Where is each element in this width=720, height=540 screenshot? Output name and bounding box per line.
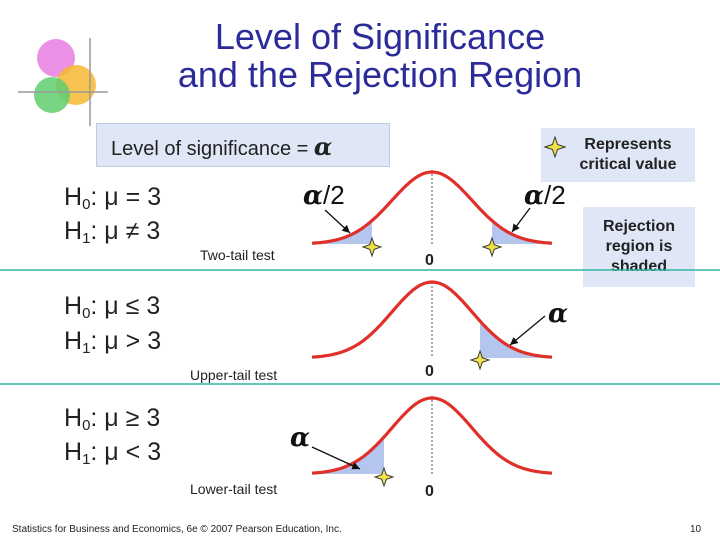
title-line-1: Level of Significance: [214, 16, 546, 57]
critical-value-star-icon: [544, 136, 566, 158]
upper-tail-alternative-hypothesis: H1: μ > 3: [64, 327, 162, 357]
upper-tail-zero-label: 0: [425, 363, 434, 380]
lower-tail-rejection-region: [312, 437, 384, 474]
lower-tail-null-hypothesis: H0: μ ≥ 3: [64, 404, 161, 434]
footer-citation: Statistics for Business and Economics, 6…: [12, 524, 342, 535]
upper-tail-alpha-arrow: [509, 315, 546, 346]
upper-tail-alpha-label: α: [548, 299, 569, 329]
upper-tail-normal-curve: [311, 280, 553, 359]
upper-tail-test-label: Upper-tail test: [190, 367, 278, 383]
two-tail-test-label: Two-tail test: [200, 247, 275, 263]
significance-box: Level of significance = α: [96, 123, 390, 167]
lower-tail-test-label: Lower-tail test: [190, 481, 278, 497]
significance-label: Level of significance =: [111, 138, 314, 160]
lower-tail-alternative-hypothesis: H1: μ < 3: [64, 438, 162, 468]
two-tail-left-alpha-label: α/2: [303, 180, 345, 211]
diagram-shapes: [0, 170, 720, 488]
two-tail-right-alpha-label: α/2: [524, 180, 566, 211]
two-tail-left-rejection-region: [312, 220, 372, 244]
upper-tail-critical-star: [469, 349, 491, 371]
two-tail-right-critical-star: [481, 236, 503, 258]
upper-tail-rejection-region: [480, 321, 552, 358]
critical-value-legend-text: Represents critical value: [579, 136, 677, 173]
two-tail-normal-curve: [311, 170, 553, 245]
page-number: 10: [690, 524, 702, 535]
page-title: Level of Significance and the Rejection …: [130, 18, 630, 94]
logo-circles-icon: [18, 38, 108, 126]
lower-tail-alpha-label: α: [290, 423, 311, 453]
lower-tail-critical-star: [373, 466, 395, 488]
two-tail-alternative-hypothesis: H1: μ ≠ 3: [64, 217, 161, 247]
rejection-region-legend-text: Rejection region is shaded: [602, 218, 675, 275]
two-tail-right-rejection-region: [492, 220, 552, 244]
lower-tail-zero-label: 0: [425, 483, 434, 500]
two-tail-zero-label: 0: [425, 252, 434, 269]
title-line-2: and the Rejection Region: [177, 54, 583, 95]
alpha-symbol: α: [313, 132, 333, 161]
critical-value-legend-box: [541, 128, 695, 182]
lower-tail-alpha-arrow: [311, 446, 361, 470]
two-tail-left-critical-star: [361, 236, 383, 258]
upper-tail-null-hypothesis: H0: μ ≤ 3: [64, 292, 161, 322]
two-tail-left-alpha-arrow: [324, 209, 351, 234]
significance-text: Level of significance = α: [97, 132, 403, 161]
two-tail-right-alpha-arrow: [511, 207, 531, 233]
two-tail-null-hypothesis: H0: μ = 3: [64, 183, 162, 213]
rejection-region-legend-box: [583, 207, 695, 287]
